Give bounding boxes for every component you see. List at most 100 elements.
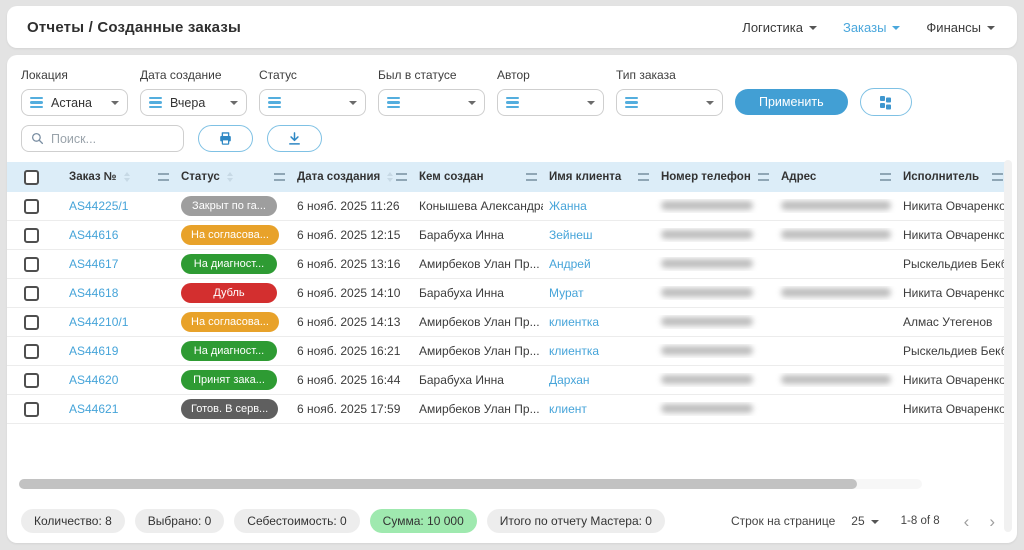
next-page-button[interactable]: ›	[989, 511, 995, 531]
list-icon	[30, 96, 43, 109]
row-checkbox[interactable]	[23, 285, 39, 301]
order-number-link[interactable]: AS44616	[69, 228, 119, 242]
row-checkbox[interactable]	[23, 198, 39, 214]
filter-author-select[interactable]	[497, 89, 604, 116]
table-row: AS44225/1 Закрыт по га... 6 нояб. 2025 1…	[7, 192, 1009, 221]
status-badge: На диагност...	[181, 341, 277, 361]
executor-cell: Никита Овчаренко	[903, 199, 1006, 213]
horizontal-scrollbar-thumb[interactable]	[19, 479, 857, 489]
phone-redacted	[661, 375, 753, 384]
client-name-link[interactable]: клиентка	[549, 344, 600, 358]
horizontal-scrollbar-track[interactable]	[19, 479, 922, 489]
column-filter-icon[interactable]	[526, 173, 537, 181]
column-filter-icon[interactable]	[758, 173, 769, 181]
order-number-link[interactable]: AS44620	[69, 373, 119, 387]
column-filter-icon[interactable]	[880, 173, 891, 181]
col-created-by[interactable]: Кем создан	[419, 171, 484, 183]
page-title: Отчеты / Созданные заказы	[27, 18, 241, 36]
created-date-cell: 6 нояб. 2025 16:21	[297, 344, 401, 358]
status-badge: На диагност...	[181, 254, 277, 274]
chevron-down-icon	[987, 25, 995, 30]
table-row: AS44620 Принят зака... 6 нояб. 2025 16:4…	[7, 366, 1009, 395]
created-by-cell: Конышева Александра	[419, 199, 543, 213]
nav-orders[interactable]: Заказы	[843, 20, 901, 35]
column-filter-icon[interactable]	[396, 173, 407, 181]
master-total-badge: Итого по отчету Мастера: 0	[486, 509, 665, 533]
executor-cell: Рыскельдиев Бекбо...	[903, 344, 1009, 358]
col-created-date[interactable]: Дата создания	[297, 171, 381, 183]
order-number-link[interactable]: AS44617	[69, 257, 119, 271]
row-checkbox[interactable]	[23, 372, 39, 388]
client-name-link[interactable]: Мурат	[549, 286, 584, 300]
search-box[interactable]	[21, 125, 184, 152]
order-number-link[interactable]: AS44619	[69, 344, 119, 358]
phone-redacted	[661, 230, 753, 239]
column-filter-icon[interactable]	[274, 173, 285, 181]
filter-author: Автор	[497, 68, 604, 116]
phone-redacted	[661, 346, 753, 355]
order-number-link[interactable]: AS44618	[69, 286, 119, 300]
filter-location-select[interactable]: Астана	[21, 89, 128, 116]
table-row: AS44618 Дубль 6 нояб. 2025 14:10 Барабух…	[7, 279, 1009, 308]
prev-page-button[interactable]: ‹	[963, 511, 970, 531]
chevron-down-icon	[468, 101, 476, 105]
apply-button[interactable]: Применить	[735, 89, 848, 115]
table-row: AS44210/1 На согласова... 6 нояб. 2025 1…	[7, 308, 1009, 337]
created-by-cell: Барабуха Инна	[419, 286, 504, 300]
list-icon	[387, 96, 400, 109]
row-checkbox[interactable]	[23, 343, 39, 359]
col-order-number[interactable]: Заказ №	[69, 171, 117, 183]
filter-was-in-status-select[interactable]	[378, 89, 485, 116]
client-name-link[interactable]: Дархан	[549, 373, 590, 387]
filter-order-type-select[interactable]	[616, 89, 723, 116]
row-checkbox[interactable]	[23, 256, 39, 272]
download-button[interactable]	[267, 125, 322, 152]
client-name-link[interactable]: клиент	[549, 402, 587, 416]
client-name-link[interactable]: Андрей	[549, 257, 591, 271]
orders-table: Заказ № Статус Дата создания Кем создан …	[7, 162, 1009, 424]
nav-logistics[interactable]: Логистика	[742, 20, 817, 35]
col-client-name[interactable]: Имя клиента	[549, 171, 622, 183]
selected-badge: Выбрано: 0	[134, 509, 225, 533]
created-by-cell: Амирбеков Улан Пр...	[419, 257, 540, 271]
vertical-scrollbar[interactable]	[1004, 160, 1012, 532]
client-name-link[interactable]: клиентка	[549, 315, 600, 329]
rows-per-page-select[interactable]: 25	[851, 514, 879, 528]
filters-row: Локация Астана Дата создание Вчера Стату…	[7, 55, 1017, 116]
cost-badge: Себестоимость: 0	[234, 509, 360, 533]
chevron-down-icon	[587, 101, 595, 105]
executor-cell: Никита Овчаренко	[903, 373, 1006, 387]
table-body: AS44225/1 Закрыт по га... 6 нояб. 2025 1…	[7, 192, 1009, 424]
order-number-link[interactable]: AS44621	[69, 402, 119, 416]
phone-redacted	[661, 201, 753, 210]
client-name-link[interactable]: Жанна	[549, 199, 587, 213]
row-checkbox[interactable]	[23, 227, 39, 243]
row-checkbox[interactable]	[23, 314, 39, 330]
col-address[interactable]: Адрес	[781, 171, 817, 183]
columns-settings-button[interactable]	[859, 88, 912, 116]
search-icon	[31, 132, 44, 145]
column-filter-icon[interactable]	[992, 173, 1003, 181]
column-filter-icon[interactable]	[638, 173, 649, 181]
sort-icon[interactable]	[226, 172, 233, 182]
row-checkbox[interactable]	[23, 401, 39, 417]
column-filter-icon[interactable]	[158, 173, 169, 181]
phone-redacted	[661, 288, 753, 297]
select-all-checkbox[interactable]	[23, 169, 39, 185]
print-button[interactable]	[198, 125, 253, 152]
col-phone[interactable]: Номер телефон	[661, 171, 751, 183]
client-name-link[interactable]: Зейнеш	[549, 228, 593, 242]
search-input[interactable]	[51, 131, 161, 146]
filter-status-select[interactable]	[259, 89, 366, 116]
sort-icon[interactable]	[123, 172, 130, 182]
order-number-link[interactable]: AS44225/1	[69, 199, 129, 213]
col-status[interactable]: Статус	[181, 171, 220, 183]
col-executor[interactable]: Исполнитель	[903, 171, 980, 183]
created-by-cell: Амирбеков Улан Пр...	[419, 402, 540, 416]
grid-icon	[879, 96, 892, 110]
order-number-link[interactable]: AS44210/1	[69, 315, 129, 329]
sort-icon[interactable]	[387, 172, 394, 182]
nav-finance[interactable]: Финансы	[926, 20, 995, 35]
filter-created-date-select[interactable]: Вчера	[140, 89, 247, 116]
list-icon	[268, 96, 281, 109]
